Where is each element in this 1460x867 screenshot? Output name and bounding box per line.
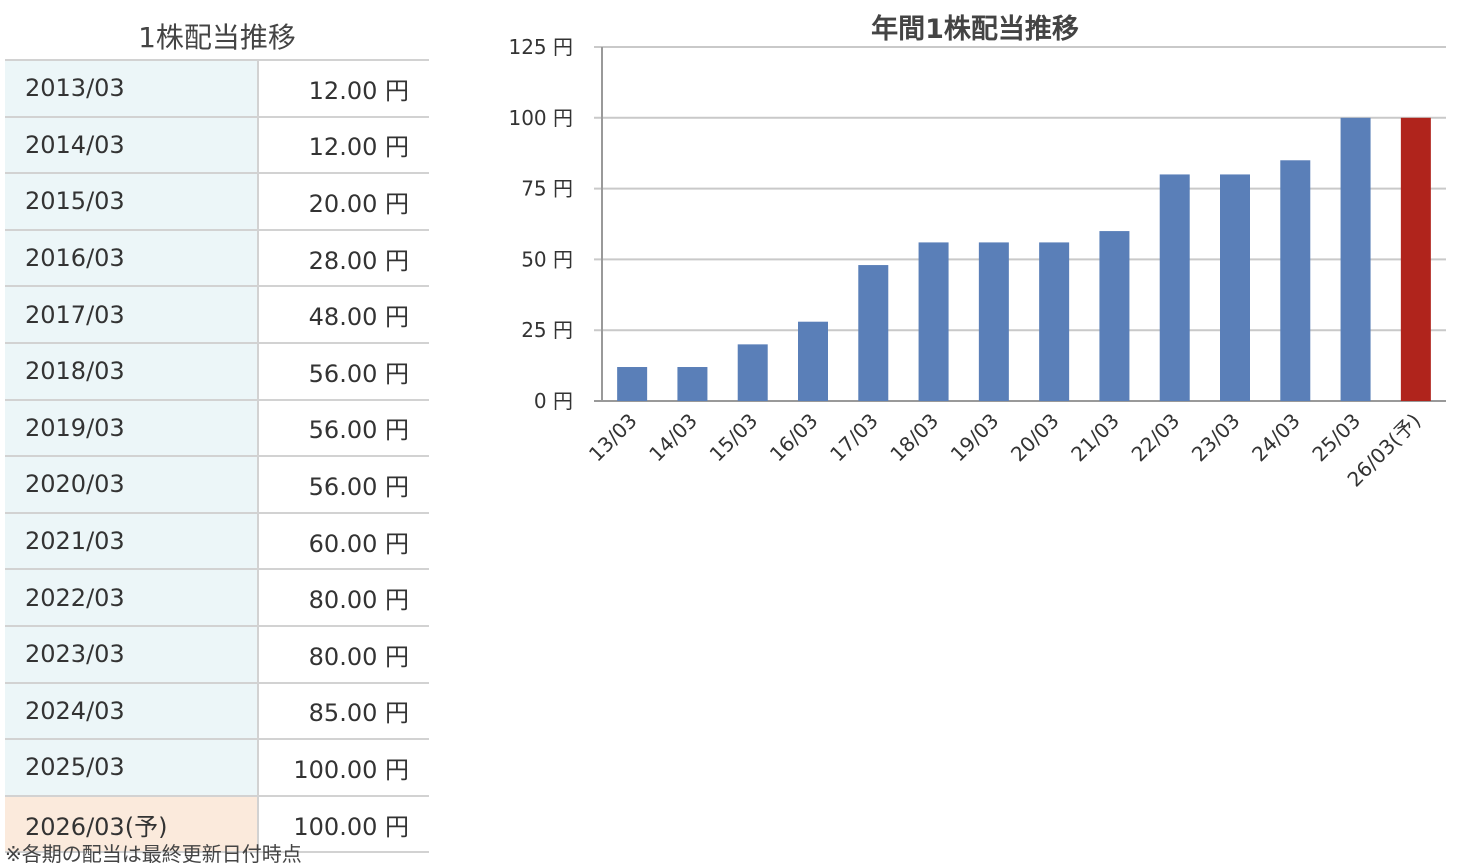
period-cell: 2014/03 [5, 116, 259, 175]
dividend-value-cell: 56.00 円 [258, 456, 429, 514]
table-row: 2020/03 56.00 円 [5, 456, 429, 514]
y-tick-label: 0 円 [534, 389, 573, 413]
chart-title: 年間1株配当推移 [871, 13, 1079, 45]
dividend-bar-chart: 年間1株配当推移 0 円 25 円 50 円 75 円 100 円 125 円 13/03… [508, 13, 1446, 492]
bar [1220, 174, 1250, 401]
x-tick-label: 22/03 [1127, 409, 1185, 467]
x-tick-label: 18/03 [885, 409, 943, 467]
dividend-value-cell: 56.00 円 [258, 342, 429, 401]
period-cell: 2020/03 [5, 456, 259, 514]
dividend-value-cell: 20.00 円 [258, 173, 429, 231]
period-cell: 2017/03 [5, 286, 259, 344]
table-row: 2017/03 48.00 円 [5, 286, 429, 344]
table-row: 2026/03(予) 100.00 円 [5, 795, 429, 854]
table-title: 1株配当推移 [138, 21, 296, 54]
period-cell: 2021/03 [5, 512, 259, 571]
bar [978, 242, 1009, 401]
bar [1099, 231, 1130, 401]
dividend-value-cell: 60.00 円 [258, 512, 429, 571]
bar [918, 242, 949, 401]
dividend-table-section: 1株配当推移 2013/03 12.00 円 2014/03 12.00 円 2015/… [5, 12, 429, 854]
dividend-value-cell: 48.00 円 [258, 286, 429, 344]
table-row: 2023/03 80.00 円 [5, 625, 429, 684]
y-tick-label: 100 円 [508, 106, 573, 130]
dividend-value-cell: 80.00 円 [258, 625, 429, 684]
table-row: 2019/03 56.00 円 [5, 399, 429, 458]
period-cell: 2022/03 [5, 569, 259, 627]
bar [1340, 117, 1371, 402]
period-cell: 2023/03 [5, 625, 259, 684]
bar [617, 367, 648, 401]
period-cell: 2015/03 [5, 173, 259, 231]
period-cell: 2024/03 [5, 682, 259, 741]
y-tick-label: 125 円 [508, 35, 573, 59]
chart-bars [617, 117, 1431, 402]
period-cell: 2025/03 [5, 739, 259, 797]
dividend-value-cell: 100.00 円 [258, 795, 429, 854]
dividend-value-cell: 12.00 円 [258, 59, 429, 118]
x-tick-label: 16/03 [765, 409, 823, 467]
bar [737, 344, 768, 401]
x-tick-label: 17/03 [825, 409, 883, 467]
x-axis-ticks: 13/03 14/03 15/03 16/03 17/03 18/03 19/03 20/03… [584, 409, 1425, 492]
x-tick-label: 25/03 [1307, 409, 1365, 467]
x-tick-label: 23/03 [1187, 409, 1245, 467]
bar [858, 265, 889, 401]
period-cell: 2013/03 [5, 59, 259, 118]
table-row: 2022/03 80.00 円 [5, 569, 429, 627]
y-tick-label: 50 円 [521, 247, 573, 271]
x-tick-label: 15/03 [705, 409, 763, 467]
period-cell: 2026/03(予) [5, 795, 259, 854]
x-tick-label: 20/03 [1006, 409, 1064, 467]
period-cell: 2019/03 [5, 399, 259, 458]
x-tick-label: 14/03 [644, 409, 702, 467]
table-row: 2015/03 20.00 円 [5, 173, 429, 231]
table-row: 2018/03 56.00 円 [5, 342, 429, 401]
table-row: 2016/03 28.00 円 [5, 229, 429, 288]
dividend-value-cell: 56.00 円 [258, 399, 429, 458]
x-tick-label: 24/03 [1247, 409, 1305, 467]
bar [798, 321, 828, 401]
table-row: 2025/03 100.00 円 [5, 739, 429, 797]
table-row: 2024/03 85.00 円 [5, 682, 429, 741]
y-axis-ticks: 0 円 25 円 50 円 75 円 100 円 125 円 [508, 35, 573, 413]
x-tick-label: 19/03 [946, 409, 1004, 467]
y-tick-label: 25 円 [521, 318, 573, 342]
table-row: 2021/03 60.00 円 [5, 512, 429, 571]
dividend-value-cell: 28.00 円 [258, 229, 429, 288]
x-tick-label: 13/03 [584, 409, 642, 467]
dividend-value-cell: 12.00 円 [258, 116, 429, 175]
chart-gridlines [594, 46, 1446, 402]
table-footnote: ※各期の配当は最終更新日付時点 [5, 842, 302, 866]
period-cell: 2016/03 [5, 229, 259, 288]
bar [677, 367, 708, 401]
bar [1400, 117, 1431, 402]
table-row: 2014/03 12.00 円 [5, 116, 429, 175]
x-tick-label: 21/03 [1066, 409, 1124, 467]
period-cell: 2018/03 [5, 342, 259, 401]
dividend-value-cell: 100.00 円 [258, 739, 429, 797]
dividend-table: 2013/03 12.00 円 2014/03 12.00 円 2015/03 20.00… [5, 59, 429, 854]
dividend-value-cell: 80.00 円 [258, 569, 429, 627]
bar [1039, 242, 1070, 401]
bar [1280, 160, 1311, 401]
table-row: 2013/03 12.00 円 [5, 59, 429, 118]
y-tick-label: 75 円 [521, 177, 573, 201]
dividend-value-cell: 85.00 円 [258, 682, 429, 741]
bar [1159, 174, 1190, 401]
